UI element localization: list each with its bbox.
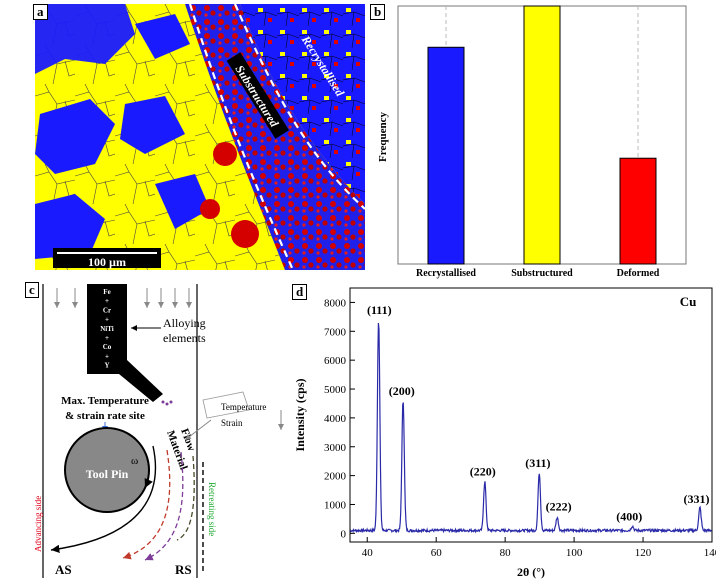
as-label: AS [55,562,72,577]
peak-label: (220) [470,465,496,479]
load-arrows [54,288,192,308]
strain-label: Strain [221,418,243,428]
feeder-tube [87,284,163,402]
panel-a-label: a [33,4,48,20]
y-tick-label: 5000 [324,384,347,396]
ebsd-map: Substructured Recrystallised 100 µm [35,3,366,271]
element-stack: Fe+Cr+NiTi+Co+Y [100,288,114,370]
panel-b: Frequency Recrystallised Substructured Def… [370,4,690,282]
xrd-pattern-chart: 0 1000 2000 3000 4000 5000 6000 7000 8000 40 60 80… [293,287,720,579]
y-tick-label: 2000 [324,471,347,483]
rs-label: RS [175,562,192,577]
peak-label: (200) [389,384,415,398]
x-axis-label: 2θ (°) [517,565,545,579]
flow-path-black [50,445,157,554]
x-tick-label: 80 [500,547,512,559]
max-temp-label-2: & strain rate site [65,410,145,422]
element-stack-item: Y [104,362,109,370]
y-tick-label: 4000 [324,413,347,425]
element-stack-item: Fe [103,288,110,296]
y-tick-label: 0 [341,528,347,540]
bar-deformed [619,157,657,265]
retreating-side-label: Retreating side [207,482,217,536]
flow-path-purple [144,451,184,561]
peak-label: (311) [525,456,550,470]
advancing-side-label: Advancing side [35,496,43,552]
panel-c-label: c [25,282,39,298]
element-stack-item: Cr [103,306,111,314]
flow-path-olive [176,455,195,541]
xrd-plot-frame [349,287,713,543]
x-tick-label: 60 [431,547,443,559]
category-label: Recrystallised [416,268,476,279]
element-stack-item: + [105,334,109,342]
element-stack-item: + [105,352,109,360]
y-tick-label: 3000 [324,442,347,454]
panel-d-label: d [292,284,308,300]
peak-label: (111) [367,303,392,317]
y-axis-label: Intensity (cps) [293,378,307,451]
category-label: Deformed [617,268,660,279]
tool-pin-label: Tool Pin [86,467,129,481]
y-axis-label: Frequency [377,112,389,162]
panel-b-label: b [370,4,386,20]
scale-bar-label: 100 µm [88,255,126,269]
panel-d: 0 1000 2000 3000 4000 5000 6000 7000 8000 40 60 80… [290,284,720,582]
fsp-schematic: Fe+Cr+NiTi+Co+Y Alloying elements Materi… [33,284,284,578]
max-temp-label-1: Max. Temperature [61,395,149,407]
x-tick-label: 40 [362,547,374,559]
x-tick-label: 120 [635,547,652,559]
element-stack-item: Co [103,343,112,351]
x-tick-label: 100 [566,547,583,559]
peak-label: (222) [546,499,572,513]
y-tick-label: 7000 [324,326,347,338]
y-tick-label: 6000 [324,355,347,367]
bar-recrystallised [427,46,465,265]
material-label: Cu [680,294,697,309]
alloying-label-1: Alloying [163,316,206,330]
y-tick-label: 1000 [324,499,347,511]
xrd-series-line [349,322,712,534]
peak-label: (400) [616,509,642,523]
frequency-bar-chart: Frequency Recrystallised Substructured Def… [377,5,687,279]
element-stack-item: + [105,297,109,305]
panel-c: Fe + Cr + NiTi + Co + Y Alloying elements Materi… [25,282,295,582]
element-stack-item: + [105,316,109,324]
element-stack-item: NiTi [100,325,114,333]
y-tick-label: 8000 [324,297,347,309]
peak-label: (331) [683,492,709,506]
panel-a: Substructured Recrystallised 100 µm a [33,3,366,271]
category-label: Substructured [511,268,573,279]
temperature-label: Temperature [221,402,266,412]
bar-substructured [523,5,561,265]
flow-path-red [122,449,171,560]
alloying-label-2: elements [163,331,206,345]
omega-label: ω [131,455,138,467]
x-tick-label: 140 [704,547,716,559]
